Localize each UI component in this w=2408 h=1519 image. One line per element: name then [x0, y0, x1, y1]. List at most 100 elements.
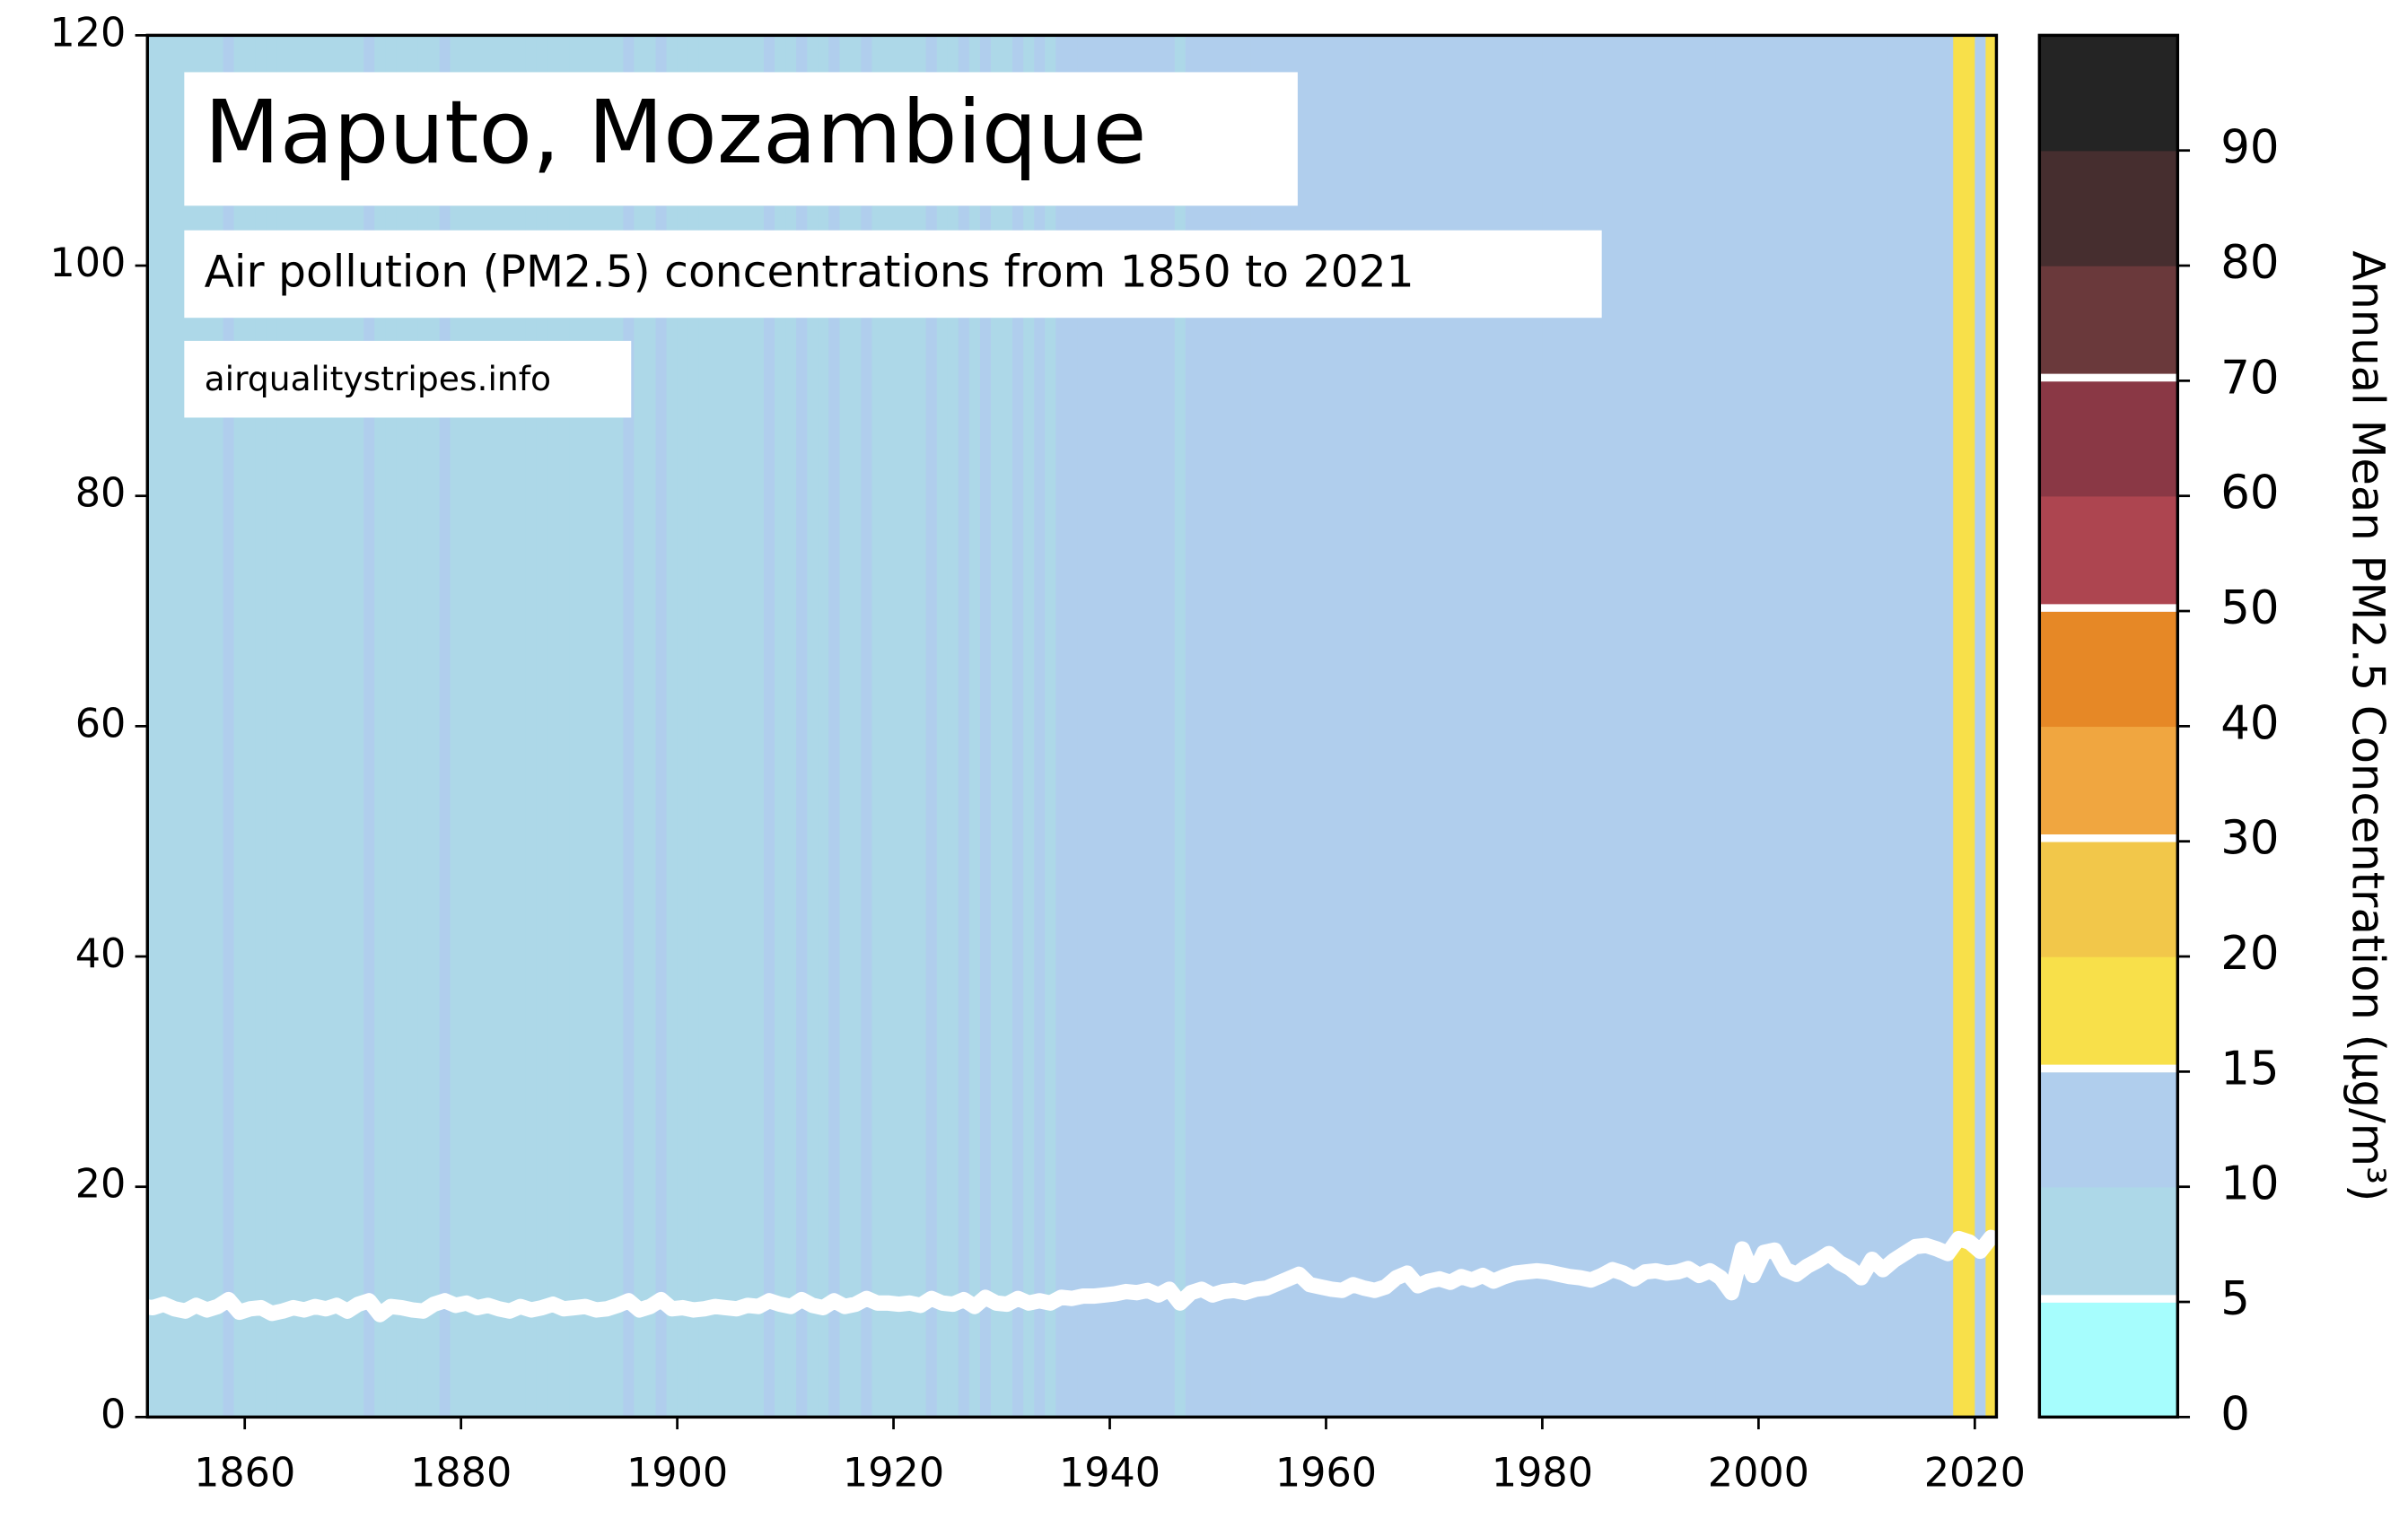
- stripe: [936, 35, 949, 1418]
- y-tick-label: 120: [49, 10, 126, 56]
- stripe: [1931, 35, 1943, 1418]
- stripe: [839, 35, 852, 1418]
- colorbar-tick-label: 5: [2220, 1272, 2250, 1326]
- stripe: [1660, 35, 1673, 1418]
- stripe: [1898, 35, 1911, 1418]
- stripe: [1769, 35, 1782, 1418]
- colorbar-tick-label: 30: [2220, 812, 2279, 866]
- stripe: [644, 35, 657, 1418]
- stripe: [731, 35, 743, 1418]
- y-tick-label: 0: [101, 1392, 126, 1437]
- stripe: [1401, 35, 1414, 1418]
- stripe: [698, 35, 711, 1418]
- stripe: [1163, 35, 1176, 1418]
- stripe: [1315, 35, 1327, 1418]
- colorbar-segment: [2039, 956, 2178, 1073]
- colorbar-tick-label: 10: [2220, 1157, 2279, 1211]
- stripe: [1910, 35, 1922, 1418]
- stripe: [1639, 35, 1651, 1418]
- stripe: [1563, 35, 1576, 1418]
- stripe: [1553, 35, 1565, 1418]
- colorbar-tick-label: 70: [2220, 351, 2279, 405]
- colorbar-segment: [2039, 495, 2178, 612]
- stripe: [979, 35, 992, 1418]
- stripe: [1217, 35, 1230, 1418]
- stripe: [1390, 35, 1403, 1418]
- stripe: [1671, 35, 1684, 1418]
- stripe: [1520, 35, 1533, 1418]
- stripe: [1574, 35, 1587, 1418]
- stripe: [1758, 35, 1771, 1418]
- stripe: [1099, 35, 1111, 1418]
- stripe: [861, 35, 873, 1418]
- stripe: [1823, 35, 1835, 1418]
- colorbar-segment: [2039, 266, 2178, 382]
- colorbar-tick-label: 40: [2220, 696, 2279, 750]
- stripe: [1942, 35, 1954, 1418]
- colorbar-tick-label: 50: [2220, 581, 2279, 635]
- colorbar-segment: [2039, 1186, 2178, 1303]
- stripe: [1510, 35, 1522, 1418]
- stripe: [1585, 35, 1598, 1418]
- stripe: [1985, 35, 1997, 1418]
- colorbar-segment: [2039, 150, 2178, 266]
- stripe: [850, 35, 863, 1418]
- stripe: [752, 35, 765, 1418]
- stripe: [1109, 35, 1122, 1418]
- stripe: [775, 35, 786, 1418]
- pm25-line: [147, 1229, 1997, 1323]
- stripe: [1304, 35, 1317, 1418]
- stripe: [785, 35, 797, 1418]
- stripe: [828, 35, 841, 1418]
- stripe: [1023, 35, 1035, 1418]
- stripe: [1336, 35, 1349, 1418]
- x-tick-label: 1940: [1059, 1450, 1160, 1496]
- y-tick-label: 20: [75, 1162, 127, 1208]
- stripe: [1326, 35, 1338, 1418]
- stripe: [990, 35, 1003, 1418]
- stripe: [958, 35, 970, 1418]
- stripe: [871, 35, 884, 1418]
- colorbar-tick-label: 15: [2220, 1042, 2279, 1096]
- colorbar-tick-label: 0: [2220, 1387, 2250, 1441]
- x-tick-label: 2020: [1924, 1450, 2026, 1496]
- stripe: [169, 35, 181, 1418]
- stripe: [1834, 35, 1846, 1418]
- stripe: [1444, 35, 1457, 1418]
- x-tick-label: 1920: [843, 1450, 944, 1496]
- text-boxes: Maputo, Mozambique Air pollution (PM2.5)…: [184, 72, 1602, 418]
- stripe: [1358, 35, 1370, 1418]
- stripe: [1347, 35, 1360, 1418]
- stripe: [1467, 35, 1478, 1418]
- colorbar-tick-label: 20: [2220, 927, 2279, 981]
- stripe: [1045, 35, 1056, 1418]
- chart-subtitle: Air pollution (PM2.5) concentrations fro…: [205, 247, 1414, 297]
- colorbar-label: Annual Mean PM2.5 Concentration (µg/m³): [2342, 250, 2395, 1201]
- stripe: [1488, 35, 1500, 1418]
- stripe: [720, 35, 732, 1418]
- stripe: [904, 35, 916, 1418]
- stripe: [1369, 35, 1381, 1418]
- stripe: [1628, 35, 1641, 1418]
- stripe: [1887, 35, 1900, 1418]
- stripe: [925, 35, 938, 1418]
- title-box: [184, 72, 1298, 206]
- stripe: [893, 35, 906, 1418]
- colorbar-segment: [2039, 380, 2178, 497]
- stripe: [1088, 35, 1100, 1418]
- stripe: [1812, 35, 1825, 1418]
- stripe: [1131, 35, 1143, 1418]
- stripe: [1791, 35, 1803, 1418]
- stripe: [687, 35, 700, 1418]
- y-tick-label: 100: [49, 240, 126, 286]
- stripe: [1780, 35, 1792, 1418]
- stripe: [1293, 35, 1306, 1418]
- y-tick-label: 80: [75, 471, 127, 517]
- stripe: [1801, 35, 1814, 1418]
- stripe: [968, 35, 981, 1418]
- stripe: [1206, 35, 1219, 1418]
- stripe: [947, 35, 959, 1418]
- stripe: [655, 35, 668, 1418]
- stripe: [666, 35, 679, 1418]
